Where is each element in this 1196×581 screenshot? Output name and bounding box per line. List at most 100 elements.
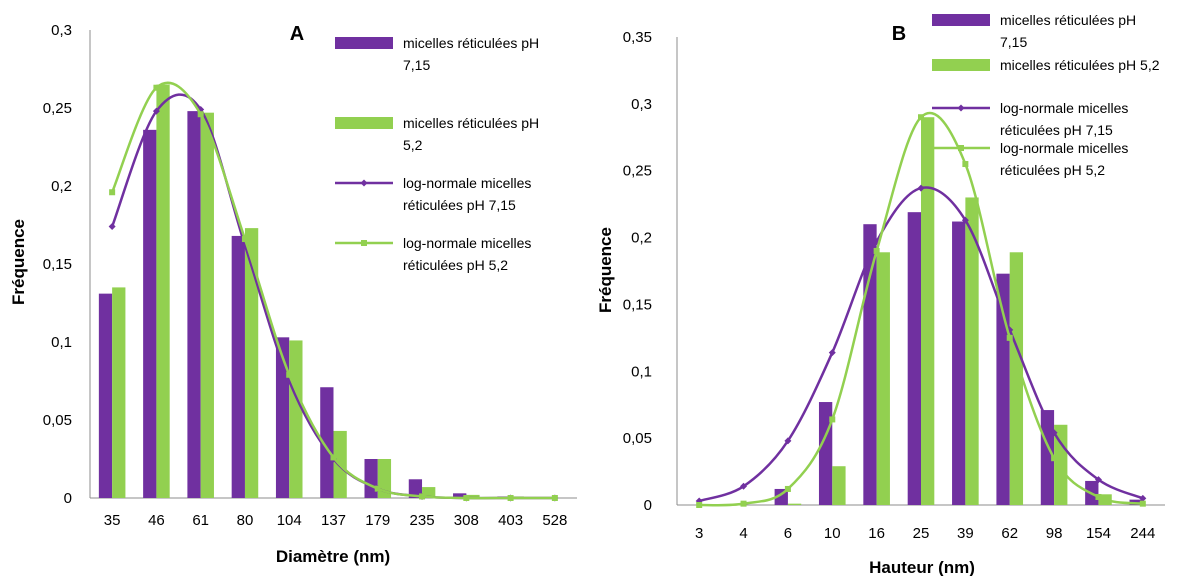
chart-a-bar: [453, 493, 467, 498]
chart-b-x-tick-label: 62: [1001, 525, 1018, 542]
chart-a-legend-marker: [361, 240, 367, 246]
chart-a-y-tick-label: 0,05: [43, 412, 72, 429]
chart-a-line-point: [551, 495, 558, 501]
chart-b-bar: [952, 221, 966, 506]
chart-a-x-tick-label: 403: [498, 512, 523, 529]
chart-b-line-point: [1051, 455, 1058, 462]
chart-a-legend-swatch: [335, 37, 393, 49]
chart-a-line-point: [374, 485, 381, 492]
chart-b-line-point: [1139, 500, 1146, 507]
chart-a-legend-swatch: [335, 117, 393, 129]
chart-b-legend-label: micelles réticulées pH 5,2: [1000, 57, 1160, 73]
chart-b-legend-marker: [958, 145, 964, 151]
chart-b-legend-swatch: [932, 14, 990, 26]
chart-a-bar: [364, 459, 378, 498]
chart-a-x-tick-label: 61: [192, 512, 209, 529]
chart-a-line-point: [419, 493, 426, 500]
chart-b-line-point: [1050, 429, 1058, 437]
chart-a-bar: [231, 235, 245, 499]
chart-a-x-tick-label: 137: [321, 512, 346, 529]
chart-b-bar: [907, 212, 921, 505]
chart-a-legend-marker: [360, 179, 368, 187]
chart-b-line-point: [962, 161, 969, 168]
chart-b-y-tick-label: 0,2: [631, 230, 652, 247]
chart-b-panel-label: B: [892, 23, 906, 45]
chart-b-legend-label: log-normale micelles réticulées pH 5,2: [1000, 140, 1128, 178]
chart-b-legend-marker: [957, 104, 965, 112]
chart-b-legend-swatch: [932, 59, 990, 71]
chart-b-bar: [921, 117, 935, 505]
chart-b-line-point: [873, 247, 880, 254]
chart-a-x-tick-label: 528: [542, 512, 567, 529]
chart-a-line-point: [109, 189, 116, 196]
chart-b-bar: [1009, 252, 1024, 505]
chart-a-y-tick-label: 0,3: [51, 22, 72, 39]
chart-a-bar: [156, 84, 170, 498]
chart-b-bar: [787, 503, 802, 505]
chart-b-x-axis-title: Hauteur (nm): [869, 558, 975, 576]
chart-b-legend-label: log-normale micelles réticulées pH 7,15: [1000, 100, 1128, 138]
chart-b-line-point: [918, 114, 924, 121]
chart-a-bar: [466, 494, 480, 498]
chart-b-x-tick-label: 3: [695, 525, 703, 542]
chart-a-x-tick-label: 235: [410, 512, 435, 529]
chart-a-bar: [408, 479, 423, 498]
chart-a-y-tick-label: 0,2: [51, 178, 72, 195]
chart-b-y-axis-title: Fréquence: [596, 227, 615, 313]
chart-b-line-point: [1139, 494, 1147, 502]
chart-b-line-point: [784, 437, 792, 445]
chart-a-y-tick-label: 0,25: [43, 100, 72, 117]
chart-b-line-point: [1006, 334, 1013, 341]
chart-b-x-tick-label: 16: [868, 525, 885, 542]
chart-b-y-tick-label: 0,1: [631, 363, 652, 380]
chart-panel-a: 0 0,05 0,1 0,15 0,2 0,25 0,3 35 46 61 80 104 137 179 2…: [9, 22, 577, 566]
chart-a-bar: [275, 337, 290, 498]
chart-b-y-tick-label: 0,3: [631, 96, 652, 113]
chart-a-x-axis-title: Diamètre (nm): [276, 547, 390, 566]
chart-a-y-tick-label: 0,1: [51, 334, 72, 351]
chart-a-line-point: [152, 107, 160, 115]
chart-b-bar: [1054, 424, 1068, 505]
chart-b-line-point: [828, 349, 836, 357]
chart-a-x-tick-label: 35: [104, 512, 121, 529]
chart-a-bar: [244, 228, 259, 498]
chart-a-y-tick-label: 0,15: [43, 256, 72, 273]
chart-b-bar: [965, 197, 979, 505]
chart-b-x-tick-label: 25: [913, 525, 930, 542]
chart-b-line-point: [829, 416, 836, 423]
chart-b-bar: [832, 466, 846, 505]
chart-a-bar: [289, 340, 303, 498]
chart-b-x-tick-label: 4: [739, 525, 747, 542]
chart-b-line-point: [961, 216, 969, 224]
chart-a-y-axis-title: Fréquence: [9, 219, 28, 305]
chart-b-x-tick-label: 154: [1086, 525, 1111, 542]
chart-a-legend-label: micelles réticulées pH 7,15: [403, 35, 539, 73]
chart-a-bar: [143, 129, 157, 498]
chart-b-x-tick-label: 10: [824, 525, 841, 542]
chart-b-line-point: [917, 184, 925, 192]
chart-a-y-tick-label: 0: [64, 490, 72, 507]
chart-a-x-tick-label: 46: [148, 512, 165, 529]
chart-b-bar: [996, 273, 1010, 505]
chart-a-legend-label: micelles réticulées pH 5,2: [403, 115, 539, 153]
chart-b-x-tick-label: 98: [1046, 525, 1063, 542]
chart-b-y-tick-label: 0: [644, 497, 652, 514]
chart-a-bar: [422, 487, 436, 498]
chart-b-legend-label: micelles réticulées pH 7,15: [1000, 12, 1136, 50]
chart-b-line-point: [696, 502, 703, 508]
chart-a-bar: [377, 459, 392, 498]
chart-a-legend-label: log-normale micelles réticulées pH 7,15: [403, 175, 531, 213]
chart-b-y-tick-label: 0,25: [623, 163, 652, 180]
chart-b-y-tick-label: 0,35: [623, 29, 652, 46]
chart-b-bar: [863, 224, 877, 505]
chart-b-line-point: [784, 485, 791, 492]
chart-a-panel-label: A: [290, 23, 304, 45]
chart-a-line-point: [197, 111, 204, 118]
chart-b-bar: [876, 252, 890, 505]
chart-a-legend-label: log-normale micelles réticulées pH 5,2: [403, 235, 531, 273]
chart-b-x-tick-label: 6: [784, 525, 792, 542]
chart-a-line-point: [108, 223, 116, 231]
chart-a-bar: [112, 287, 126, 498]
